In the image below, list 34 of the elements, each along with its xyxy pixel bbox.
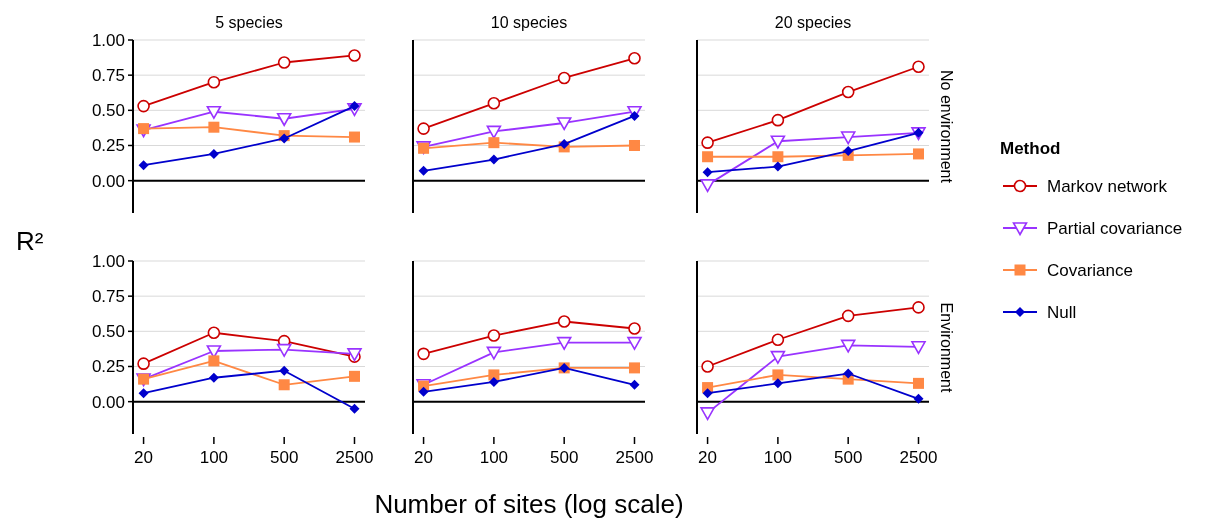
x-tick-label: 20 xyxy=(698,448,718,467)
x-tick-label: 100 xyxy=(479,448,509,467)
x-tick-label: 500 xyxy=(270,448,299,467)
y-tick-label: 0.50 xyxy=(91,322,125,342)
x-tick-label: 500 xyxy=(834,448,863,467)
x-tick-label: 2500 xyxy=(899,448,938,467)
y-tick-label: 0.50 xyxy=(91,101,125,121)
x-tick-label: 2500 xyxy=(335,448,374,467)
x-tick-label: 500 xyxy=(550,448,579,467)
x-axis-title: Number of sites (log scale) xyxy=(374,489,684,519)
y-axis-title: R² xyxy=(16,226,44,256)
x-tick-label: 100 xyxy=(763,448,793,467)
legend-label: Markov network xyxy=(1047,176,1168,196)
y-tick-label: 0.00 xyxy=(91,392,125,412)
y-tick-label: 1.00 xyxy=(91,251,125,271)
legend-title: Method xyxy=(1000,139,1061,158)
y-tick-label: 0.75 xyxy=(91,66,125,86)
legend-label: Null xyxy=(1047,302,1077,322)
text: No environment xyxy=(938,70,956,184)
y-tick-label: 0.25 xyxy=(91,136,125,156)
text: Environment xyxy=(938,302,956,393)
x-tick-label: 20 xyxy=(414,448,434,467)
chart-title: 10 species xyxy=(490,14,568,31)
y-tick-label: 0.00 xyxy=(91,171,125,191)
x-tick-label: 100 xyxy=(199,448,229,467)
y-tick-label: 0.75 xyxy=(91,287,125,307)
y-tick-label: 1.00 xyxy=(91,30,125,50)
chart-title: 5 species xyxy=(215,14,283,31)
x-tick-label: 2500 xyxy=(615,448,654,467)
chart-title: 20 species xyxy=(774,14,852,31)
x-tick-label: 20 xyxy=(134,448,154,467)
legend-label: Partial covariance xyxy=(1047,218,1183,238)
y-tick-label: 0.25 xyxy=(91,357,125,377)
legend-label: Covariance xyxy=(1047,260,1133,280)
